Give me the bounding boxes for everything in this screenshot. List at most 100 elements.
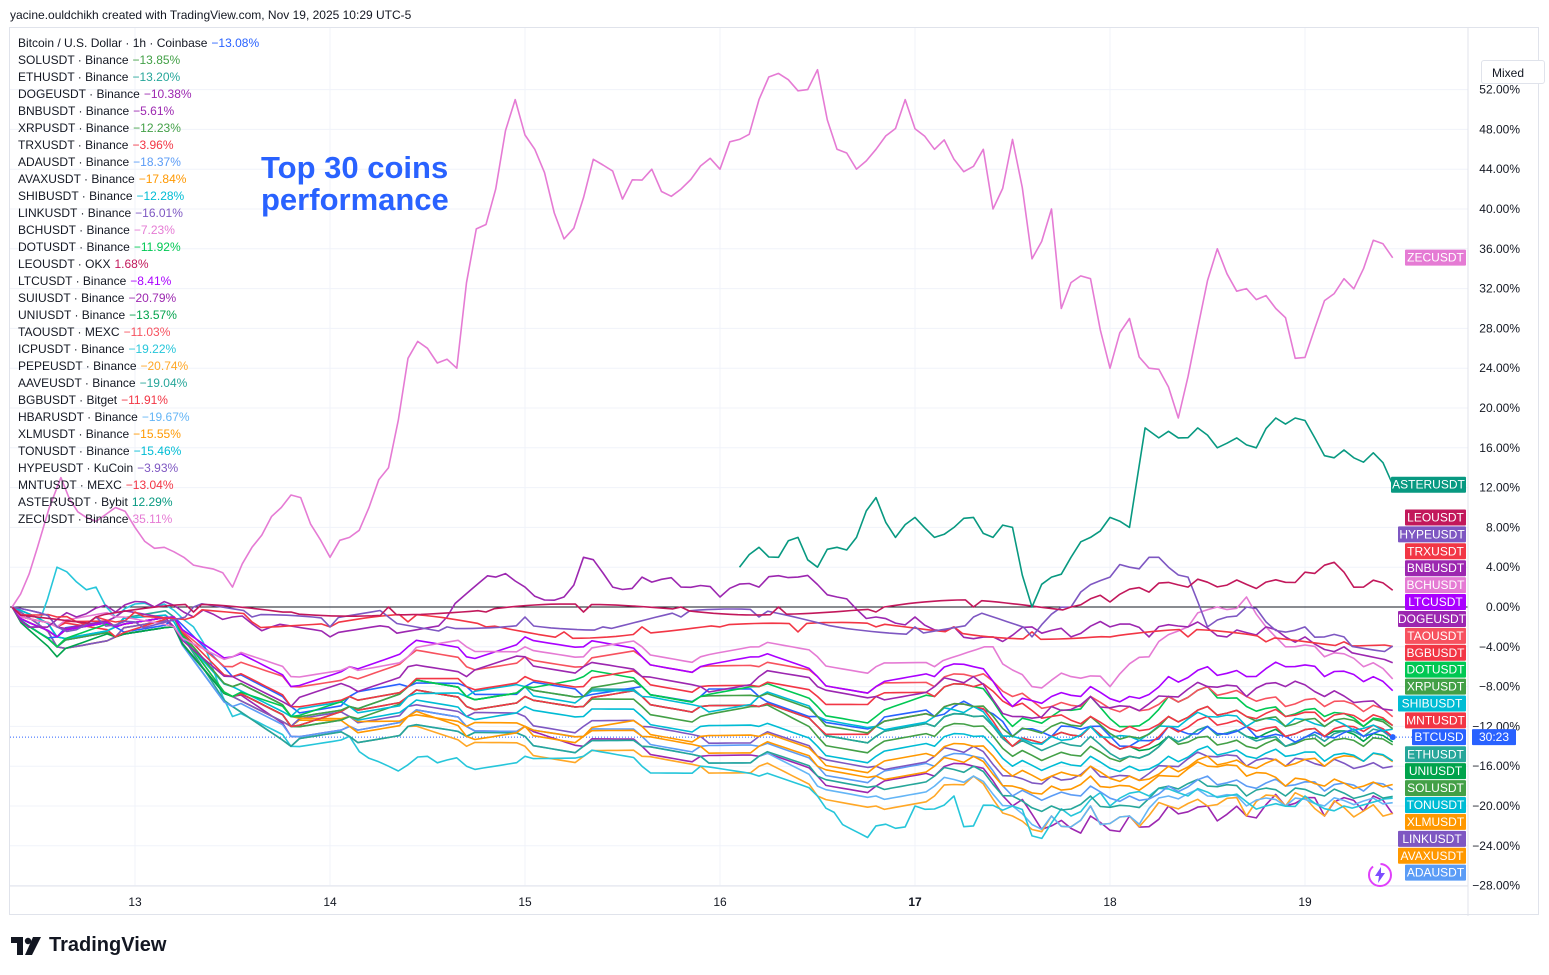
legend-item[interactable]: TAOUSDT · MEXC −11.03%: [18, 324, 259, 341]
legend-item-name: ZECUSDT · Binance: [18, 512, 129, 526]
legend-item-change: −7.23%: [133, 223, 175, 237]
price-tag-adausdt: ADAUSDT: [1405, 864, 1466, 881]
legend-item[interactable]: LINKUSDT · Binance −16.01%: [18, 205, 259, 222]
legend-item-name: LTCUSDT · Binance: [18, 274, 127, 288]
price-tag-bg: [1405, 864, 1466, 881]
chart-title: Top 30 coins performance: [261, 152, 449, 216]
legend-item[interactable]: BNBUSDT · Binance −5.61%: [18, 103, 259, 120]
legend-item[interactable]: XRPUSDT · Binance −12.23%: [18, 120, 259, 137]
price-tag-asterusdt: ASTERUSDT: [1391, 476, 1466, 493]
series-line-leousdt: [11, 561, 1394, 624]
legend-item[interactable]: ICPUSDT · Binance −19.22%: [18, 341, 259, 358]
legend-item-name: XLMUSDT · Binance: [18, 427, 130, 441]
legend-item-name: ADAUSDT · Binance: [18, 155, 130, 169]
y-tick-label: 4.00%: [1486, 560, 1520, 574]
lightning-icon[interactable]: [1367, 862, 1393, 888]
legend-item[interactable]: XLMUSDT · Binance −15.55%: [18, 426, 259, 443]
legend-item-change: 1.68%: [114, 257, 149, 271]
legend-item-change: −16.01%: [135, 206, 183, 220]
x-axis[interactable]: 13 14 15 16 17 18 19: [10, 885, 1468, 909]
legend-item[interactable]: MNTUSDT · MEXC −13.04%: [18, 477, 259, 494]
y-tick-label: 52.00%: [1479, 83, 1520, 97]
legend-item[interactable]: ETHUSDT · Binance −13.20%: [18, 69, 259, 86]
legend-item-name: ICPUSDT · Binance: [18, 342, 125, 356]
series-line-taousdt: [11, 606, 1394, 718]
legend-item[interactable]: AAVEUSDT · Binance −19.04%: [18, 375, 259, 392]
y-tick-label: 12.00%: [1479, 481, 1520, 495]
price-tag-label: HYPEUSDT: [1399, 527, 1465, 541]
legend-item[interactable]: Bitcoin / U.S. Dollar · 1h · Coinbase −13…: [18, 35, 259, 52]
legend-item[interactable]: SUIUSDT · Binance −20.79%: [18, 290, 259, 307]
countdown-label: 30:23: [1479, 730, 1509, 744]
legend-item[interactable]: ASTERUSDT · Bybit 12.29%: [18, 494, 259, 511]
y-axis[interactable]: 52.00% 48.00% 44.00% 40.00% 36.00% 32.00% 28.0…: [1467, 28, 1520, 916]
legend-item-change: −18.37%: [133, 155, 181, 169]
legend-item-name: TONUSDT · Binance: [18, 444, 130, 458]
y-tick-label: 8.00%: [1486, 520, 1520, 534]
legend-item-change: −11.91%: [121, 393, 168, 407]
price-tag-xlmusdt: XLMUSDT: [1405, 813, 1466, 830]
price-tag-label: AVAXUSDT: [1401, 849, 1465, 863]
price-tag-bchusdt: BCHUSDT: [1405, 577, 1466, 594]
price-tag-label: TAOUSDT: [1407, 629, 1464, 643]
y-tick-label: 44.00%: [1479, 162, 1520, 176]
price-tag-bg: [1405, 594, 1466, 611]
y-tick-label: 20.00%: [1479, 401, 1520, 415]
series-line-zecusdt: [11, 68, 1394, 608]
legend-item[interactable]: DOGEUSDT · Binance −10.38%: [18, 86, 259, 103]
legend-item[interactable]: SOLUSDT · Binance −13.85%: [18, 52, 259, 69]
legend-item[interactable]: TONUSDT · Binance −15.46%: [18, 443, 259, 460]
price-tag-dogeusdt: DOGEUSDT: [1398, 610, 1467, 627]
legend-item-name: LEOUSDT · OKX: [18, 257, 111, 271]
legend-item[interactable]: HBARUSDT · Binance −19.67%: [18, 409, 259, 426]
price-tag-tonusdt: TONUSDT: [1405, 797, 1466, 814]
price-tag-bg: [1405, 813, 1466, 830]
legend-item[interactable]: LEOUSDT · OKX 1.68%: [18, 256, 259, 273]
y-tick-label: 0.00%: [1486, 600, 1520, 614]
legend-item[interactable]: DOTUSDT · Binance −11.92%: [18, 239, 259, 256]
price-tag-label: TONUSDT: [1407, 798, 1465, 812]
y-tick-label: −16.00%: [1472, 759, 1520, 773]
legend-item-name: LINKUSDT · Binance: [18, 206, 132, 220]
legend-item-change: −19.67%: [141, 410, 190, 424]
legend-item[interactable]: ZECUSDT · Binance 35.11%: [18, 511, 259, 528]
series-line-bchusdt: [11, 596, 1394, 689]
price-tag-label: DOGEUSDT: [1398, 612, 1467, 626]
series-line-dogeusdt: [11, 606, 1393, 720]
legend-item[interactable]: AVAXUSDT · Binance −17.84%: [18, 171, 259, 188]
legend: Bitcoin / U.S. Dollar · 1h · Coinbase −13…: [18, 35, 259, 528]
legend-item[interactable]: PEPEUSDT · Binance −20.74%: [18, 358, 259, 375]
price-tag-bg: [1398, 695, 1466, 712]
legend-item[interactable]: ADAUSDT · Binance −18.37%: [18, 154, 259, 171]
series-lines: [11, 68, 1396, 840]
price-tag-dotusdt: DOTUSDT: [1405, 661, 1466, 678]
legend-item[interactable]: BCHUSDT · Binance −7.23%: [18, 222, 259, 239]
chart-canvas[interactable]: 52.00% 48.00% 44.00% 40.00% 36.00% 32.00% 28.0…: [10, 28, 1540, 916]
legend-item[interactable]: UNIUSDT · Binance −13.57%: [18, 307, 259, 324]
price-tag-label: LEOUSDT: [1407, 510, 1464, 524]
legend-item[interactable]: SHIBUSDT · Binance −12.28%: [18, 188, 259, 205]
x-tick-label: 18: [1103, 895, 1117, 909]
legend-item-name: HBARUSDT · Binance: [18, 410, 138, 424]
price-scale-tags: ZECUSDT ASTERUSDT LEOUSDT HYPEUSDT TRXUSDT BN…: [1391, 249, 1516, 881]
legend-item-name: BGBUSDT · Bitget: [18, 393, 118, 407]
legend-item-name: UNIUSDT · Binance: [18, 308, 126, 322]
price-tag-bg: [1398, 526, 1466, 543]
y-tick-label: 28.00%: [1479, 321, 1520, 335]
x-tick-label: 14: [323, 895, 337, 909]
series-line-pepeusdt: [11, 606, 1393, 833]
tradingview-logo[interactable]: TradingView: [11, 934, 166, 957]
series-line-icpusdt: [11, 566, 1393, 840]
scale-mode-button[interactable]: Mixed: [1481, 60, 1545, 84]
chart-panel[interactable]: 52.00% 48.00% 44.00% 40.00% 36.00% 32.00% 28.0…: [9, 27, 1545, 916]
y-tick-label: 24.00%: [1479, 361, 1520, 375]
price-tag-bg: [1405, 577, 1466, 594]
price-tag-label: BNBUSDT: [1407, 561, 1465, 575]
price-tag-solusdt: SOLUSDT: [1405, 780, 1466, 797]
legend-item-change: −10.38%: [143, 87, 192, 101]
legend-item[interactable]: LTCUSDT · Binance −8.41%: [18, 273, 259, 290]
legend-item[interactable]: HYPEUSDT · KuCoin −3.93%: [18, 460, 259, 477]
legend-item[interactable]: BGBUSDT · Bitget −11.91%: [18, 392, 259, 409]
legend-item[interactable]: TRXUSDT · Binance −3.96%: [18, 137, 259, 154]
legend-item-name: AVAXUSDT · Binance: [18, 172, 135, 186]
